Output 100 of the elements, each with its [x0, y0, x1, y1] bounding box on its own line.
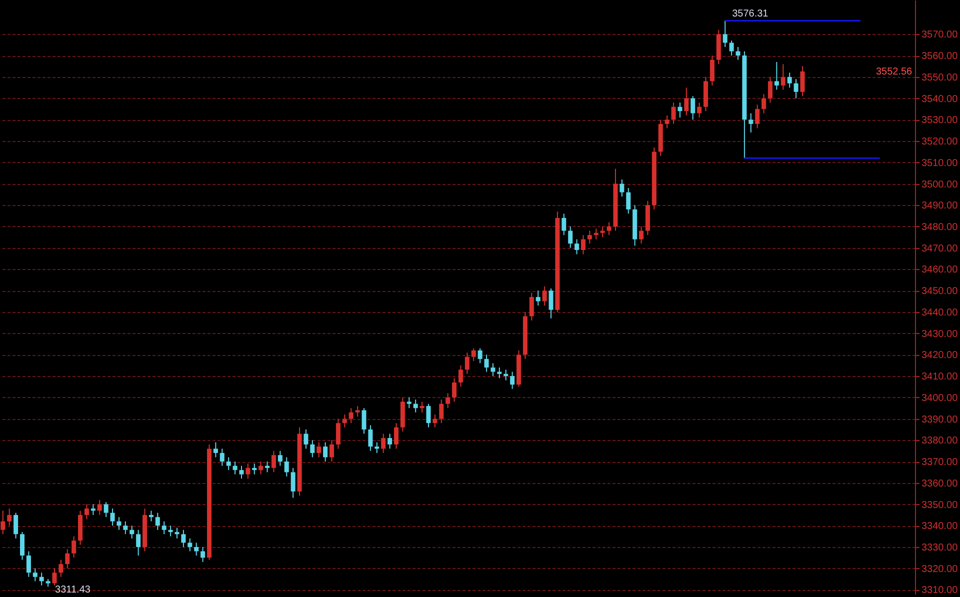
y-tick-label: 3510.00 [922, 158, 958, 169]
candlestick [548, 288, 554, 319]
candlestick [72, 536, 76, 558]
candlestick [148, 510, 154, 522]
candlestick [690, 96, 696, 120]
candlestick [116, 516, 122, 530]
candlestick [174, 527, 180, 539]
candlestick [600, 226, 605, 238]
candlestick [446, 392, 450, 409]
candlestick [265, 461, 270, 473]
candlestick [787, 72, 792, 88]
candlestick [464, 352, 470, 374]
candlestick [32, 568, 38, 582]
candlestick [755, 104, 760, 129]
candlestick [323, 442, 328, 462]
candlestick [420, 401, 424, 413]
candlestick [0, 510, 6, 535]
candlestick [678, 102, 682, 118]
candlestick [542, 286, 547, 306]
candlestick [587, 230, 592, 244]
candlestick [413, 399, 418, 413]
candlestick [458, 364, 463, 388]
candlestick [181, 529, 186, 548]
y-tick-label: 3430.00 [922, 328, 958, 340]
candlestick [330, 440, 334, 462]
candlestick [39, 572, 44, 586]
candlestick [220, 448, 224, 466]
y-tick-label: 3560.00 [922, 51, 958, 62]
candlestick [762, 94, 766, 114]
candlestick [252, 463, 257, 475]
candlestick [97, 499, 102, 516]
candlestick [123, 520, 128, 535]
y-tick-label: 3320.00 [922, 564, 958, 575]
y-tick-label: 3500.00 [922, 179, 958, 190]
candlestick [278, 450, 282, 466]
y-tick-label: 3410.00 [922, 372, 958, 383]
candlestick [490, 362, 496, 377]
candlestick [748, 112, 754, 133]
candlestick [310, 440, 315, 458]
candlestick [200, 546, 206, 562]
y-tick-label: 3470.00 [922, 243, 958, 254]
candlestick [90, 504, 96, 516]
y-tick-label: 3450.00 [922, 286, 958, 298]
candlestick [626, 188, 631, 214]
y-tick-label: 3350.00 [922, 500, 958, 511]
candlestick [684, 87, 689, 116]
candlestick [290, 467, 296, 498]
y-tick-label: 3460.00 [922, 264, 958, 276]
candlestick [348, 408, 354, 424]
candlestick [406, 396, 412, 409]
y-tick-label: 3390.00 [922, 414, 958, 426]
candlestick [284, 456, 289, 477]
candlestick [155, 512, 160, 530]
candlestick [168, 525, 173, 537]
candlestick [232, 461, 238, 475]
candlestick [439, 399, 444, 424]
candlestick [194, 542, 199, 556]
candlestick [736, 46, 740, 60]
y-tick-label: 3310.00 [922, 585, 958, 596]
candlestick [774, 61, 779, 90]
candlestick [342, 414, 347, 428]
candlestick [58, 559, 64, 578]
candlestick [768, 76, 772, 104]
candlestick [497, 367, 502, 379]
candlestick [336, 418, 340, 450]
candlestick [110, 508, 115, 526]
candlestick [478, 348, 482, 364]
candlestick [84, 504, 89, 520]
candlestick [432, 414, 438, 428]
y-tick-label: 3330.00 [922, 542, 958, 554]
candlestick [794, 78, 798, 99]
candlestick [362, 408, 366, 434]
candlestick [355, 405, 360, 418]
candlestick [20, 532, 25, 560]
candlestick [510, 371, 515, 390]
candlestick [722, 20, 728, 48]
candlestick [800, 66, 805, 97]
y-tick-label: 3550.00 [922, 72, 958, 84]
candlestick [536, 290, 540, 306]
candlestick [606, 222, 612, 236]
y-tick-label: 3440.00 [922, 307, 958, 318]
candlestick [388, 433, 392, 450]
candlestick [226, 456, 231, 471]
candlestick [162, 520, 166, 535]
candlestick [484, 354, 489, 372]
candlestick [697, 102, 702, 118]
y-tick-label: 3520.00 [922, 136, 958, 148]
candlestick [104, 502, 108, 518]
candlestick [271, 450, 276, 473]
candlestick [316, 442, 322, 458]
candlestick [213, 442, 218, 458]
candlestick [246, 463, 250, 480]
y-tick-label: 3530.00 [922, 115, 958, 126]
candlestick [304, 428, 308, 450]
candlestick [65, 548, 70, 569]
candlestick [368, 424, 373, 452]
candlestick [729, 40, 734, 56]
candlestick [26, 550, 31, 578]
candlestick [258, 461, 264, 475]
candlestick [568, 226, 573, 248]
